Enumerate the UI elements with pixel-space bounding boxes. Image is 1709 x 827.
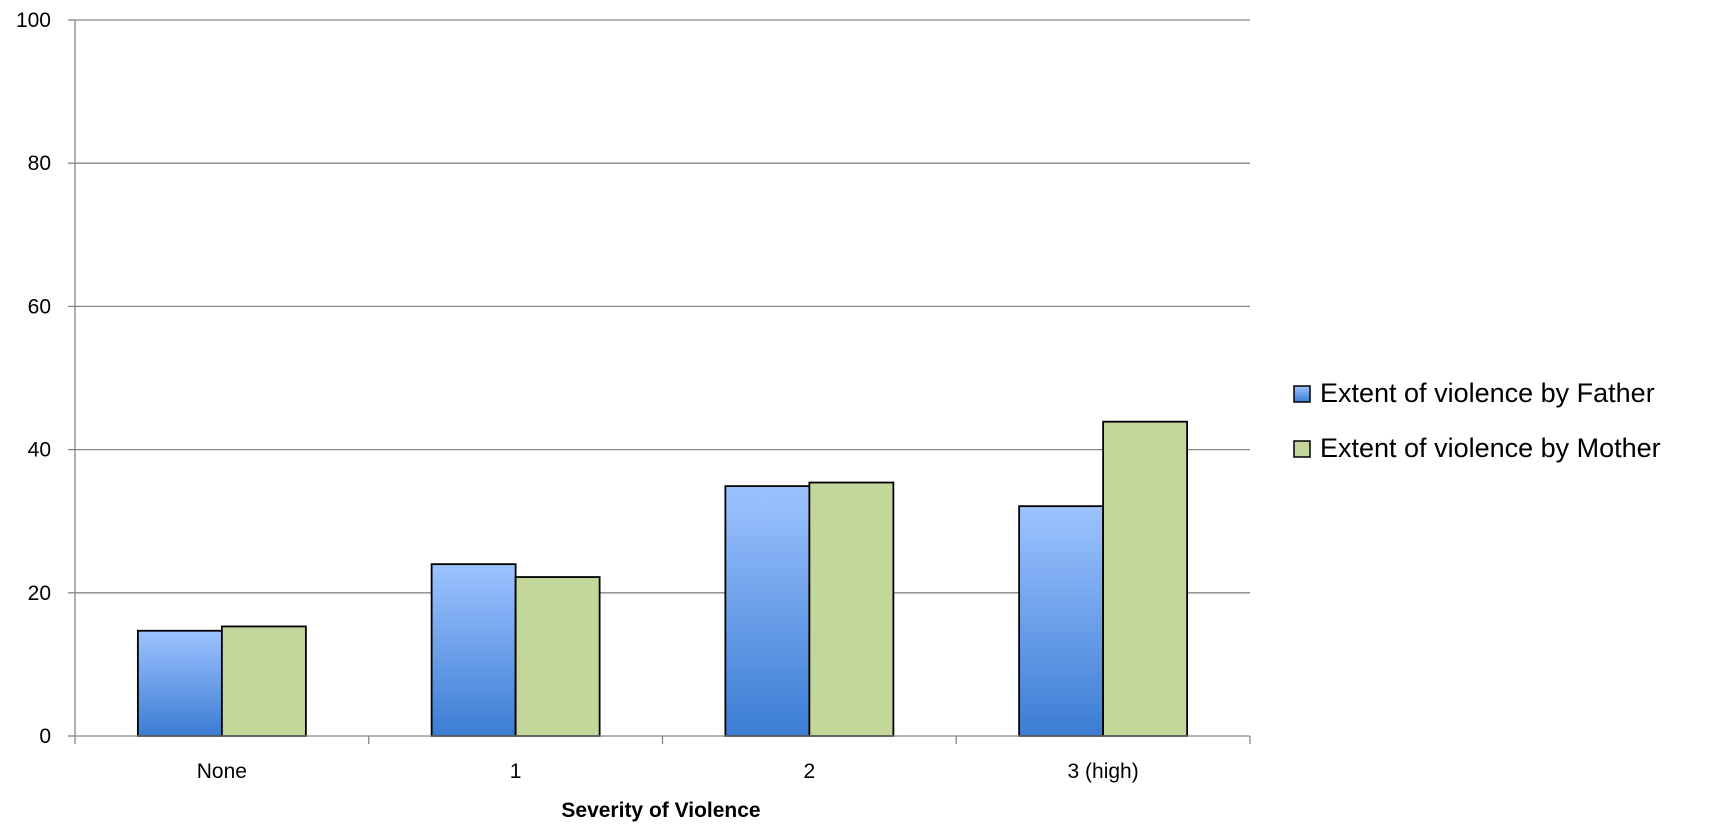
y-tick-label: 20: [28, 582, 51, 605]
bar-mother: [1102, 420, 1189, 737]
x-tick-label: None: [197, 760, 247, 783]
x-axis-title: Severity of Violence: [561, 799, 760, 822]
bars: [136, 420, 1189, 737]
legend-label-father: Extent of violence by Father: [1320, 378, 1655, 408]
y-tick-label: 100: [16, 9, 51, 32]
axes: [68, 19, 1251, 744]
y-tick-label: 0: [39, 725, 51, 748]
legend-label-mother: Extent of violence by Mother: [1320, 433, 1661, 463]
y-tick-label: 60: [28, 295, 51, 318]
bar-mother: [514, 576, 601, 737]
bar-mother: [220, 625, 307, 737]
y-tick-label: 40: [28, 439, 51, 462]
x-tick-label: 1: [510, 760, 522, 783]
bar-mother: [808, 481, 895, 737]
tick-labels: 0 20 40 60 80 100 None 1 2 3 (high): [16, 9, 1139, 783]
bar-father: [430, 563, 517, 737]
bar-father: [136, 629, 223, 737]
bar-father: [724, 485, 811, 737]
bar-father: [1018, 505, 1105, 737]
legend-swatch-father: [1293, 385, 1311, 403]
legend-swatch-mother: [1293, 440, 1311, 458]
x-tick-label: 2: [804, 760, 816, 783]
legend: Extent of violence by Father Extent of vi…: [1293, 378, 1661, 463]
y-tick-label: 80: [28, 152, 51, 175]
x-tick-label: 3 (high): [1068, 760, 1139, 783]
